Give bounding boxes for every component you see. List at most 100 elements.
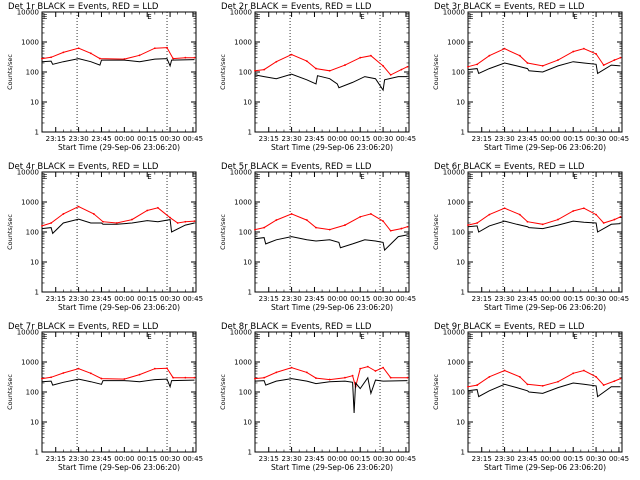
x-tick-label: 23:30 [495, 455, 515, 463]
y-tick-label: 100 [452, 69, 465, 77]
series-lld-point [359, 56, 362, 59]
x-tick-label: 23:45 [517, 455, 537, 463]
plot-frame [254, 11, 410, 133]
x-tick-label: 23:15 [472, 295, 492, 303]
x-tick-label: 00:00 [114, 455, 134, 463]
series-lld-point [89, 52, 92, 55]
series-lld-point [503, 207, 506, 210]
y-tick-label: 100 [26, 389, 39, 397]
series-lld-point [488, 213, 491, 216]
x-tick-label: 23:30 [69, 135, 89, 143]
series-lld-line [254, 213, 408, 232]
plot-frame [41, 331, 197, 453]
series-lld-point [172, 376, 175, 379]
y-tick-label: 10000 [443, 329, 465, 337]
y-axis-label: Counts/sec [432, 214, 440, 250]
x-tick-label: 00:15 [563, 295, 583, 303]
series-lld-point [290, 213, 293, 215]
panel-title: Det 8r BLACK = Events, RED = LLD [221, 322, 372, 332]
series-lld-point [100, 377, 103, 380]
detector-panel-5: Det 5r BLACK = Events, RED = LLD 1 10 100 10… [213, 160, 426, 320]
series-lld-point [476, 384, 479, 386]
x-tick-label: 23:30 [495, 135, 515, 143]
series-lld-point [41, 224, 43, 227]
x-axis-label: Start Time (29-Sep-06 23:06:20) [58, 463, 180, 472]
x-tick-label: 23:15 [259, 455, 279, 463]
series-lld-point [138, 54, 141, 57]
y-tick-label: 10000 [230, 9, 252, 17]
y-tick-label: 10 [30, 419, 39, 427]
series-lld-point [344, 224, 346, 226]
series-lld-point [254, 228, 256, 231]
x-tick-label: 00:45 [183, 135, 203, 143]
series-lld-point [503, 47, 506, 50]
detector-panel-7: Det 7r BLACK = Events, RED = LLD 1 10 100 10… [0, 320, 213, 480]
series-lld-point [193, 56, 196, 59]
series-lld-point [557, 218, 559, 221]
series-lld-point [123, 58, 126, 60]
series-lld-point [526, 383, 529, 386]
series-lld-point [166, 367, 168, 370]
series-events-line [41, 58, 195, 68]
panel-2-svg: Det 2r BLACK = Events, RED = LLD 1 10 100 10… [219, 2, 416, 152]
x-tick-label: 00:00 [114, 295, 134, 303]
panel-5-svg: Det 5r BLACK = Events, RED = LLD 1 10 100 10… [219, 162, 416, 312]
y-tick-label: 10000 [230, 169, 252, 177]
series-lld-point [374, 370, 377, 372]
series-lld-line [467, 369, 621, 388]
series-lld-point [619, 56, 622, 59]
detector-panel-2: Det 2r BLACK = Events, RED = LLD 1 10 100 10… [213, 0, 426, 160]
panel-3-svg: Det 3r BLACK = Events, RED = LLD 1 10 100 10… [432, 2, 629, 152]
series-lld-point [153, 47, 156, 50]
series-lld-point [344, 64, 346, 66]
x-tick-label: 00:30 [160, 135, 180, 143]
y-tick-label: 100 [26, 229, 39, 237]
y-tick-label: 100 [452, 229, 465, 237]
series-events-line [254, 376, 408, 414]
series-lld-point [41, 377, 43, 380]
corner-mark-left: E [469, 333, 473, 341]
series-lld-point [184, 56, 187, 59]
series-lld-line [254, 366, 408, 389]
series-lld-point [123, 378, 126, 380]
detector-panel-8: Det 8r BLACK = Events, RED = LLD 1 10 100 10… [213, 320, 426, 480]
y-axis-label: Counts/sec [6, 214, 14, 250]
y-tick-label: 1 [35, 289, 39, 297]
series-lld-line [254, 54, 408, 76]
series-events-line [41, 378, 195, 389]
series-events-line [254, 234, 408, 252]
series-lld-point [595, 53, 597, 55]
panel-7-svg: Det 7r BLACK = Events, RED = LLD 1 10 100 10… [6, 322, 203, 472]
x-tick-label: 00:00 [114, 135, 134, 143]
x-axis-label: Start Time (29-Sep-06 23:06:20) [484, 143, 606, 152]
x-tick-label: 23:15 [259, 295, 279, 303]
y-tick-label: 1000 [234, 39, 252, 47]
series-lld-point [518, 213, 521, 216]
panel-8-svg: Det 8r BLACK = Events, RED = LLD 1 10 100 10… [219, 322, 416, 472]
y-tick-label: 100 [26, 69, 39, 77]
plot-frame [467, 171, 623, 293]
series-lld-point [406, 65, 409, 68]
corner-mark-left: E [256, 13, 260, 21]
x-tick-label: 00:00 [540, 295, 560, 303]
y-tick-label: 10000 [443, 9, 465, 17]
x-tick-label: 23:30 [282, 135, 302, 143]
y-tick-label: 10000 [17, 329, 39, 337]
x-tick-label: 23:15 [46, 455, 66, 463]
y-tick-label: 10 [456, 419, 465, 427]
series-lld-point [476, 63, 479, 66]
series-lld-point [50, 376, 53, 379]
panel-title: Det 5r BLACK = Events, RED = LLD [221, 162, 372, 172]
x-axis-label: Start Time (29-Sep-06 23:06:20) [484, 303, 606, 312]
x-tick-label: 00:30 [373, 135, 393, 143]
x-tick-label: 00:15 [350, 135, 370, 143]
panel-title: Det 2r BLACK = Events, RED = LLD [221, 2, 372, 12]
series-lld-point [62, 213, 65, 215]
series-lld-point [138, 373, 141, 376]
series-lld-point [389, 229, 392, 232]
series-lld-point [518, 375, 521, 378]
series-lld-point [602, 64, 605, 66]
series-lld-point [156, 206, 159, 209]
y-tick-label: 10 [456, 259, 465, 267]
series-lld-point [619, 215, 622, 218]
